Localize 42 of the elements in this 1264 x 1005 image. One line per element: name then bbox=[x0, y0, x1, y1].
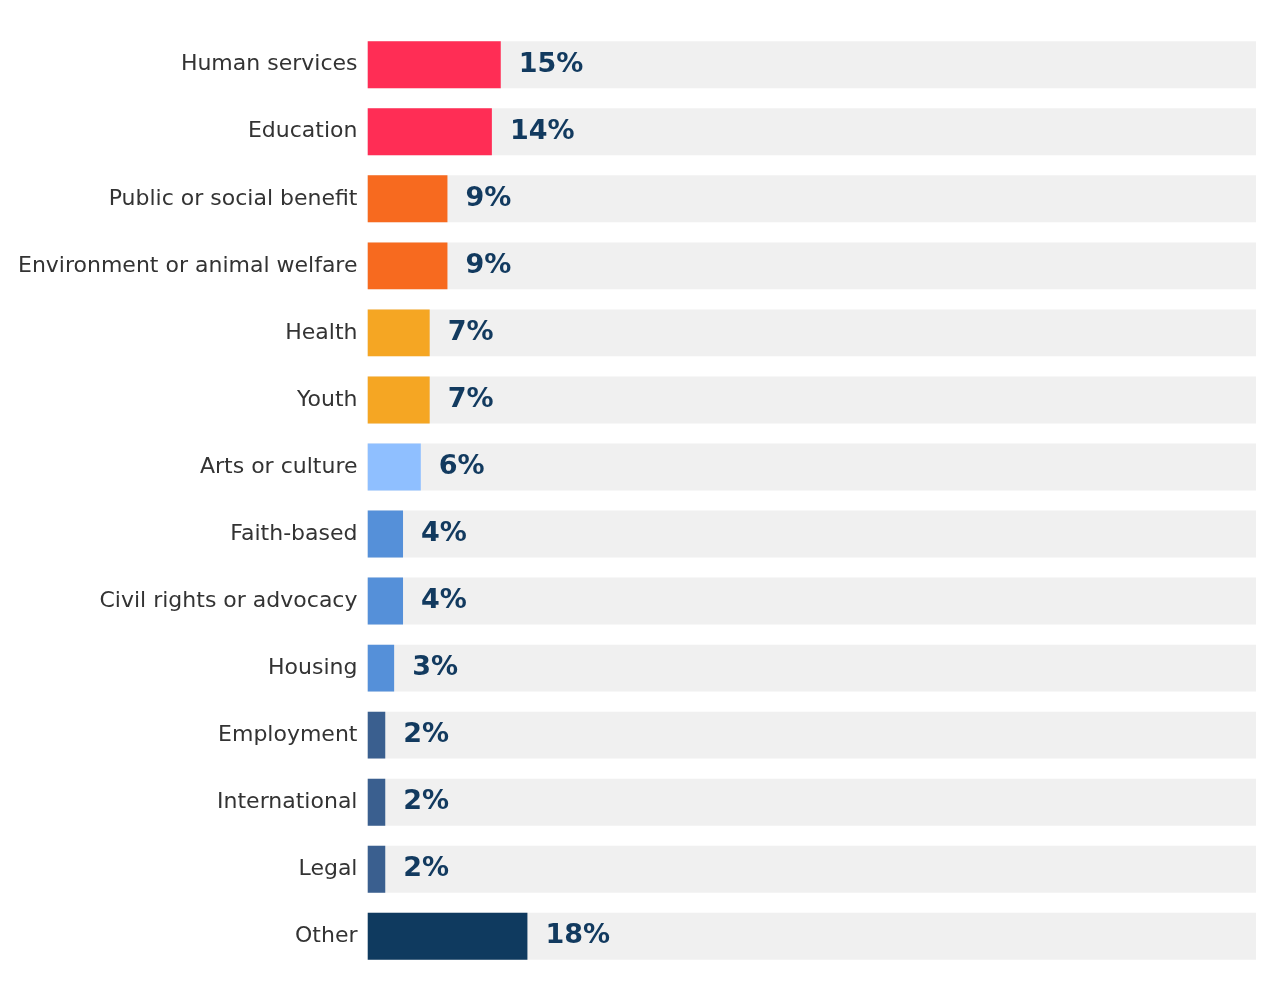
y-tick-label: Civil rights or advocacy bbox=[99, 586, 358, 612]
y-tick-label: Health bbox=[285, 318, 358, 344]
y-tick-label: Education bbox=[247, 117, 358, 143]
y-tick-label: Faith-based bbox=[230, 519, 358, 545]
bar bbox=[367, 644, 395, 692]
y-tick-label: Public or social benefit bbox=[108, 184, 358, 210]
y-tick-label: International bbox=[217, 787, 358, 813]
data-label: 7% bbox=[447, 381, 494, 413]
data-label: 9% bbox=[465, 180, 512, 212]
bar bbox=[367, 912, 528, 960]
data-label: 2% bbox=[403, 784, 450, 816]
data-label: 4% bbox=[421, 583, 467, 615]
bar bbox=[367, 443, 421, 491]
bar bbox=[367, 309, 430, 357]
bar bbox=[367, 711, 386, 759]
y-tick-label: Housing bbox=[268, 653, 358, 679]
data-label: 2% bbox=[403, 717, 450, 749]
y-tick-label: Other bbox=[295, 922, 359, 947]
data-label: 2% bbox=[403, 851, 450, 883]
bar bbox=[367, 108, 492, 156]
bar bbox=[367, 577, 404, 625]
bar bbox=[367, 376, 430, 424]
y-tick-label: Environment or animal welfare bbox=[17, 251, 358, 277]
data-label: 18% bbox=[545, 918, 611, 950]
bar bbox=[367, 510, 404, 558]
y-tick-label: Human services bbox=[180, 50, 358, 76]
y-tick-label: Youth bbox=[295, 385, 358, 411]
y-tick-label: Employment bbox=[218, 720, 358, 746]
y-tick-label: Arts or culture bbox=[199, 452, 358, 478]
bar bbox=[367, 41, 501, 89]
data-label: 15% bbox=[518, 46, 584, 78]
bar bbox=[367, 845, 386, 893]
data-label: 3% bbox=[412, 650, 458, 682]
y-tick-label: Legal bbox=[298, 854, 358, 880]
data-label: 14% bbox=[509, 113, 575, 145]
bar bbox=[367, 242, 448, 290]
data-label: 6% bbox=[438, 448, 485, 480]
bar bbox=[367, 778, 386, 826]
bar bbox=[367, 175, 448, 223]
data-label: 4% bbox=[421, 516, 467, 548]
data-label: 7% bbox=[447, 314, 494, 346]
data-label: 9% bbox=[465, 247, 512, 279]
